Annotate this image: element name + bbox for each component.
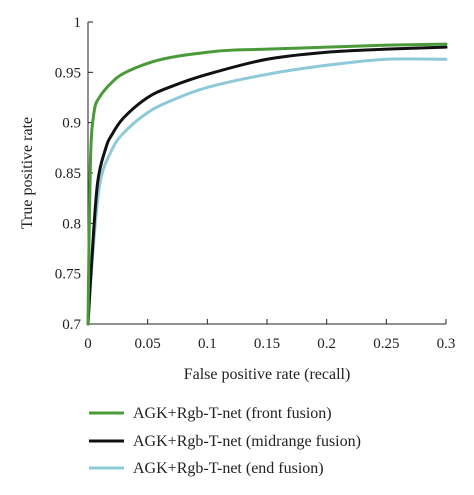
x-axis-title: False positive rate (recall) [184,366,351,383]
series-line-agk-rgb-t-net-end-fusion [86,57,448,326]
y-tick-label: 0.7 [62,317,81,333]
y-axis-title: True positive rate [19,117,36,229]
x-tick-label: 0.25 [373,336,399,352]
x-tick-label: 0 [84,336,92,352]
y-tick-label: 0.9 [62,116,81,132]
x-tick-label: 0.15 [254,336,280,352]
legend-label: AGK+Rgb-T-net (midrange fusion) [133,433,361,450]
x-tick-label: 0.1 [198,336,217,352]
legend-label: AGK+Rgb-T-net (end fusion) [133,460,324,477]
series-line-agk-rgb-t-net-midrange-fusion [86,45,448,326]
legend: AGK+Rgb-T-net (front fusion) AGK+Rgb-T-ne… [89,405,361,477]
legend-label: AGK+Rgb-T-net (front fusion) [133,405,332,422]
series-line-agk-rgb-t-net-front-fusion [86,42,448,326]
plot-area: 0 0.05 0.1 0.15 0.2 0.25 0.3 0.7 0.75 0.8 0.85 0.9… [55,15,456,352]
x-tick-label: 0.2 [317,336,336,352]
x-tick-label: 0.3 [437,336,456,352]
y-tick-label: 0.95 [55,65,81,81]
series-lines [86,42,448,326]
x-tick-label: 0.05 [135,336,161,352]
y-tick-label: 0.8 [62,216,81,232]
y-tick-label: 0.85 [55,166,81,182]
y-tick-label: 1 [74,15,82,31]
x-ticks: 0 0.05 0.1 0.15 0.2 0.25 0.3 [84,319,455,352]
y-tick-label: 0.75 [55,267,81,283]
